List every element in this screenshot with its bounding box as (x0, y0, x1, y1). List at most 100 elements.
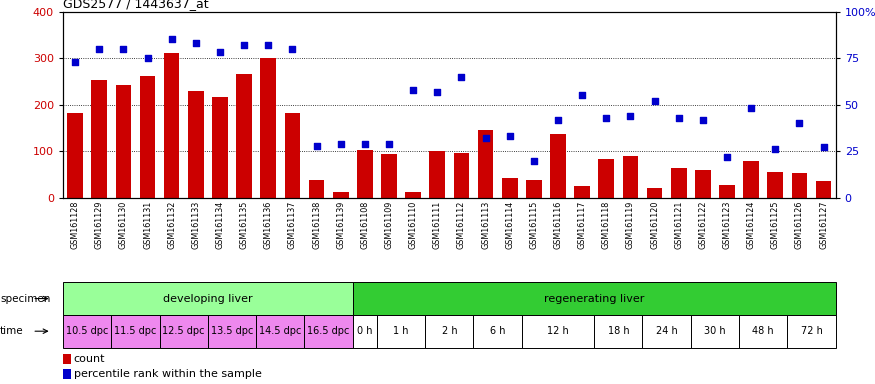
Bar (353, 315, 377, 348)
Text: time: time (0, 326, 24, 336)
Point (333, 141, 347, 147)
Text: GSM161134: GSM161134 (215, 200, 225, 248)
Text: GSM161121: GSM161121 (674, 200, 683, 249)
Bar (739, 315, 788, 348)
Bar (598, 159, 614, 198)
Point (623, 113, 637, 119)
Text: 1 h: 1 h (393, 326, 409, 336)
Bar (63, 315, 111, 348)
Text: GSM161114: GSM161114 (505, 200, 514, 248)
Text: developing liver: developing liver (163, 293, 253, 304)
Bar (695, 170, 710, 198)
Bar (642, 315, 690, 348)
Bar (405, 192, 421, 198)
Point (262, 42, 276, 48)
Point (479, 135, 493, 141)
Text: GSM161117: GSM161117 (578, 200, 586, 249)
Text: 2 h: 2 h (442, 326, 457, 336)
Bar (430, 151, 445, 198)
Point (768, 146, 782, 152)
Text: GSM161109: GSM161109 (384, 200, 394, 249)
Text: GSM161122: GSM161122 (698, 200, 707, 249)
Text: GSM161126: GSM161126 (794, 200, 804, 249)
Bar (690, 315, 739, 348)
Text: GSM161125: GSM161125 (771, 200, 780, 249)
Text: 13.5 dpc: 13.5 dpc (211, 326, 253, 336)
Bar (719, 185, 735, 198)
Bar (377, 315, 425, 348)
Text: 10.5 dpc: 10.5 dpc (66, 326, 108, 336)
Text: GSM161116: GSM161116 (554, 200, 563, 248)
Point (575, 92, 589, 98)
Text: 16.5 dpc: 16.5 dpc (307, 326, 350, 336)
Point (310, 142, 324, 149)
Point (116, 46, 130, 52)
Text: 12 h: 12 h (547, 326, 569, 336)
Bar (236, 74, 252, 198)
Text: GSM161135: GSM161135 (240, 200, 248, 249)
Bar (304, 315, 353, 348)
Text: GSM161112: GSM161112 (457, 200, 466, 249)
Text: 0 h: 0 h (357, 326, 373, 336)
Text: GSM161133: GSM161133 (192, 200, 200, 248)
Text: GSM161131: GSM161131 (143, 200, 152, 248)
Text: GSM161137: GSM161137 (288, 200, 297, 249)
Point (793, 120, 807, 126)
Bar (63, 369, 71, 379)
Bar (357, 150, 373, 198)
Text: GSM161113: GSM161113 (481, 200, 490, 248)
Bar (550, 134, 566, 198)
Bar (159, 315, 208, 348)
Bar (111, 315, 159, 348)
Bar (522, 315, 594, 348)
Point (141, 55, 155, 61)
Bar (671, 168, 687, 198)
Text: GSM161128: GSM161128 (71, 200, 80, 249)
Bar (788, 315, 836, 348)
Text: GSM161115: GSM161115 (529, 200, 538, 249)
Text: GSM161124: GSM161124 (746, 200, 756, 249)
Bar (473, 315, 522, 348)
Point (672, 114, 686, 121)
Text: 11.5 dpc: 11.5 dpc (115, 326, 157, 336)
Text: GSM161119: GSM161119 (626, 200, 635, 249)
Point (164, 36, 178, 43)
Text: GSM161118: GSM161118 (602, 200, 611, 248)
Point (502, 133, 516, 139)
Point (816, 144, 830, 151)
Bar (332, 192, 348, 198)
Text: count: count (74, 354, 105, 364)
Bar (743, 161, 759, 198)
Point (527, 157, 541, 164)
Text: GSM161129: GSM161129 (94, 200, 104, 249)
Bar (309, 180, 325, 198)
Point (430, 89, 444, 95)
Bar (91, 80, 107, 198)
Bar (212, 97, 228, 198)
Bar (164, 53, 179, 198)
Text: GSM161136: GSM161136 (263, 200, 273, 248)
Point (648, 98, 662, 104)
Bar (116, 85, 131, 198)
Point (599, 114, 613, 121)
Text: specimen: specimen (0, 293, 51, 304)
Text: GSM161110: GSM161110 (409, 200, 417, 248)
Point (213, 50, 227, 56)
Text: 48 h: 48 h (752, 326, 774, 336)
Bar (622, 156, 638, 198)
Text: percentile rank within the sample: percentile rank within the sample (74, 369, 262, 379)
Point (285, 46, 299, 52)
Point (237, 42, 251, 48)
Bar (67, 113, 83, 198)
Bar (453, 153, 469, 198)
Text: 12.5 dpc: 12.5 dpc (163, 326, 205, 336)
Bar (647, 187, 662, 198)
Bar (767, 172, 783, 198)
Text: 72 h: 72 h (801, 326, 822, 336)
Text: 30 h: 30 h (704, 326, 725, 336)
Point (406, 87, 420, 93)
Point (454, 74, 468, 80)
Point (744, 105, 758, 111)
Text: GSM161108: GSM161108 (360, 200, 369, 248)
Bar (208, 315, 256, 348)
